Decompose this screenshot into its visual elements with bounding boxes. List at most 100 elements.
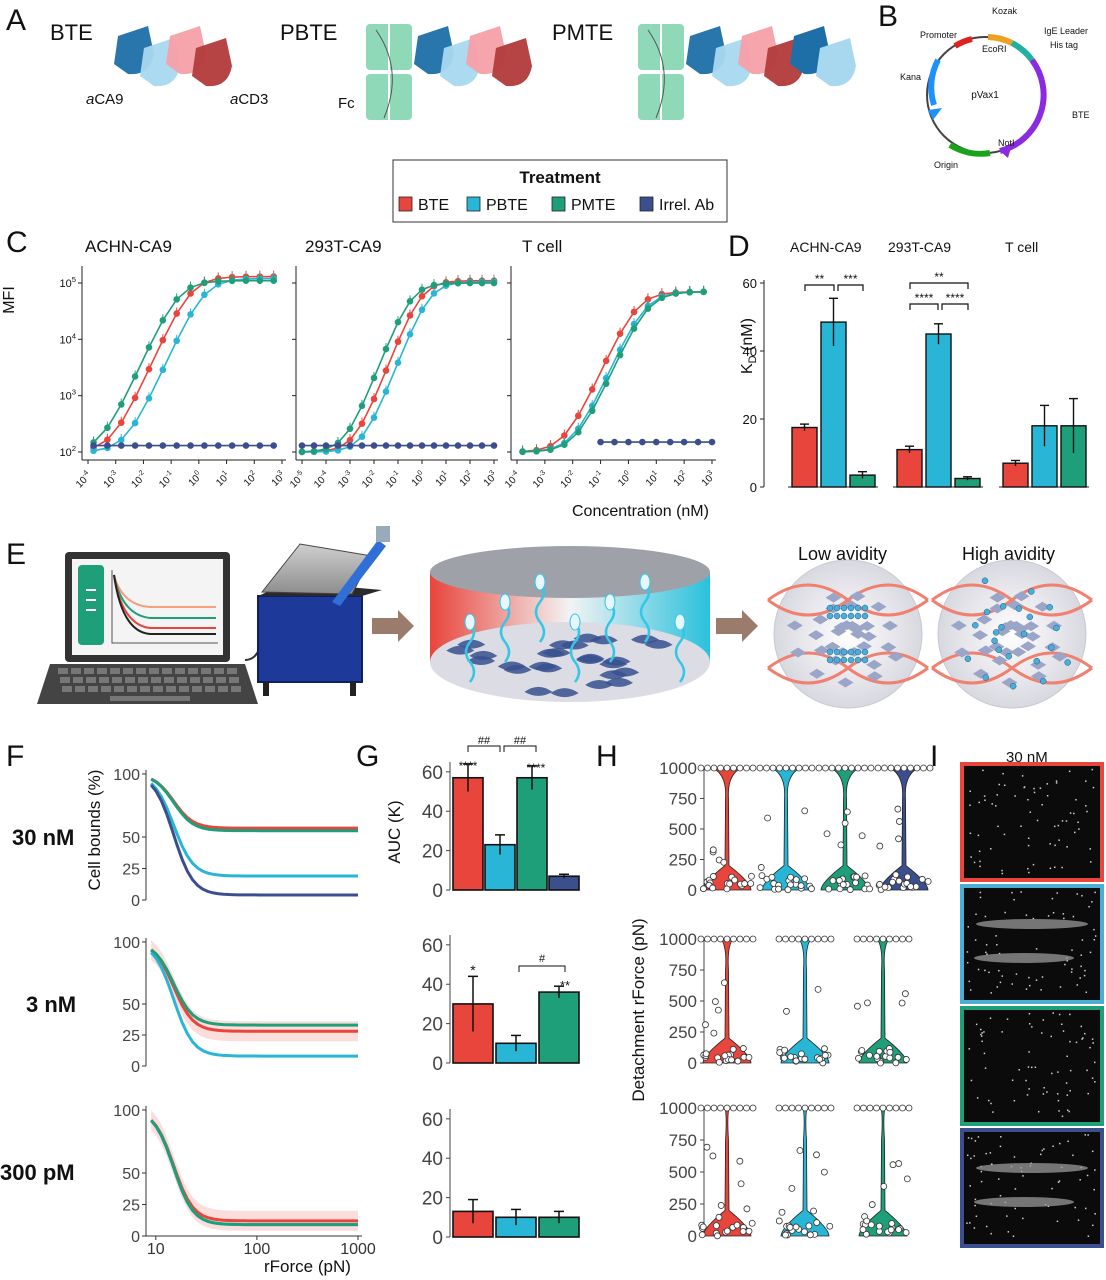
c-data-point (159, 442, 167, 449)
image-speckle (1014, 795, 1016, 797)
h-data-point (808, 885, 815, 893)
h-data-point (815, 764, 823, 772)
d-sig-label: *** (843, 272, 857, 286)
image-speckle (1028, 871, 1030, 874)
image-speckle (1075, 1041, 1078, 1044)
h-data-point (877, 1059, 884, 1067)
image-speckle (974, 1198, 977, 1201)
panel-label-i: I (930, 740, 938, 773)
effector-cell (840, 656, 848, 664)
c-data-point (630, 308, 638, 316)
h-data-point (854, 1002, 861, 1010)
plasmid-feature-bte: BTE (1072, 110, 1090, 120)
panel-c-ylabel: MFI (1, 286, 18, 314)
effector-cell (1020, 630, 1028, 638)
plasmid-feature-kozak: Kozak (992, 6, 1018, 16)
c-x-tick-label: 10-2 (558, 469, 579, 490)
h-data-point (924, 877, 932, 885)
h-data-point (902, 1229, 910, 1236)
h-data-point (867, 1221, 875, 1229)
h-data-point (876, 880, 884, 888)
h-data-point (887, 1226, 895, 1234)
g-y-tick-label: 0 (432, 1054, 443, 1075)
image-speckle (968, 980, 971, 983)
h-data-point (888, 1220, 896, 1227)
image-speckle (1066, 1094, 1069, 1096)
effector-cell (1046, 604, 1053, 611)
image-speckle (997, 825, 999, 828)
c-data-point (394, 338, 402, 345)
c-data-point (173, 296, 180, 303)
effector-cell (1047, 644, 1055, 651)
image-speckle (1053, 866, 1056, 869)
d-y-tick-label: 0 (750, 480, 757, 495)
h-data-point (792, 1223, 800, 1231)
c-data-point (370, 374, 378, 382)
keyboard-spacebar (110, 696, 190, 701)
image-speckle (998, 783, 1000, 786)
c-data-point (418, 306, 426, 314)
effector-cell (981, 577, 989, 585)
h-data-point (907, 764, 914, 772)
image-speckle (1013, 898, 1015, 901)
keyboard-key (205, 686, 215, 692)
h-data-point (710, 935, 718, 943)
image-speckle (1081, 894, 1083, 897)
image-speckle (978, 850, 981, 853)
panel-b-plasmid-map: pVax1 Promoter Kozak EcoRI IgE Leader Hi… (900, 6, 1090, 170)
h-data-point (913, 764, 921, 772)
h-data-point (862, 1230, 870, 1238)
laptop-sidebar (78, 565, 104, 645)
h-data-point (714, 1232, 721, 1240)
h-data-point (892, 935, 900, 943)
keyboard-key (227, 668, 237, 674)
image-speckle (986, 953, 988, 955)
image-speckle (1086, 810, 1088, 813)
image-speckle (1029, 811, 1032, 813)
panel-label-h: H (596, 740, 618, 773)
image-speckle (1051, 1072, 1053, 1075)
f-y-tick-label: 50 (122, 997, 140, 1014)
h-violin (780, 938, 830, 1064)
h-data-point (710, 1029, 718, 1037)
keyboard-key (71, 668, 81, 674)
h-data-point (841, 819, 849, 827)
h-data-point (717, 1104, 724, 1112)
effector-cell (840, 604, 848, 612)
h-data-point (810, 1207, 817, 1215)
c-x-tick-label: 103 (699, 469, 719, 489)
c-data-point (588, 386, 596, 393)
image-speckle (1094, 1081, 1096, 1083)
panel-label-c: C (6, 226, 28, 259)
c-data-point (173, 310, 180, 317)
f-x-tick-label: 100 (244, 1241, 271, 1258)
effector-cell (861, 656, 869, 664)
h-violin (858, 1107, 908, 1237)
h-data-point (828, 764, 836, 772)
panel-d-kd-bars: ACHN-CA9 293T-CA9 T cell KD (nM) 0 20 40 60… (739, 239, 1089, 495)
f-y-tick-label: 100 (113, 1103, 140, 1120)
h-data-point (796, 1147, 804, 1154)
image-speckle (978, 801, 980, 804)
f-series-line (150, 1119, 358, 1227)
c-y-tick-label: 105 (59, 275, 76, 290)
effector-cell (1005, 653, 1013, 660)
panel-c-binding-curves: MFI ACHN-CA9 293T-CA9 T cell Concentrati… (1, 237, 719, 520)
target-cell (954, 647, 971, 658)
h-data-point (800, 1228, 808, 1236)
g-y-tick-label: 40 (422, 975, 443, 996)
c-data-point (630, 325, 638, 332)
plasmid-feature-kana: Kana (900, 72, 921, 82)
image-speckle (1004, 911, 1006, 914)
image-speckle (1011, 1079, 1014, 1081)
c-data-point (680, 438, 688, 446)
h-data-point (905, 935, 913, 943)
d-bar (820, 321, 847, 488)
target-cell (882, 620, 899, 631)
image-speckle (969, 832, 972, 835)
c-y-tick-label: 103 (59, 388, 76, 403)
c-data-point (90, 442, 97, 449)
image-speckle (1079, 977, 1081, 979)
keyboard-key (188, 668, 198, 674)
h-data-point (827, 1104, 835, 1112)
